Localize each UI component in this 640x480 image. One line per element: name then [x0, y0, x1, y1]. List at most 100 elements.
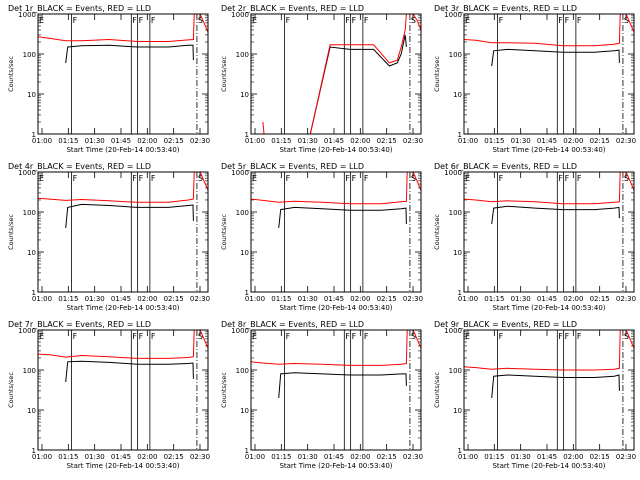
marker-label: F — [151, 174, 156, 183]
lld-series-line — [38, 330, 208, 359]
events-series-line — [309, 34, 407, 134]
y-tick-label: 10 — [240, 249, 249, 257]
x-tick-label: 02:15 — [377, 137, 397, 145]
lld-series-line — [38, 14, 208, 42]
y-tick-label: 100 — [449, 51, 462, 59]
events-series-line — [278, 206, 407, 228]
marker-label: S — [624, 174, 629, 183]
y-tick-label: 1 — [458, 289, 462, 297]
y-tick-label: 100 — [236, 51, 249, 59]
x-tick-label: 02:15 — [590, 295, 610, 303]
detector-panel-9: Det 9r_BLACK = Events, RED = LLD Counts/s… — [433, 320, 636, 470]
x-tick-label: 02:00 — [350, 295, 370, 303]
marker-label: S — [624, 16, 629, 25]
marker-label: F — [286, 174, 291, 183]
x-axis-label: Start Time (20-Feb-14 00:53:40) — [492, 462, 605, 470]
y-tick-label: 1 — [32, 289, 36, 297]
x-tick-label: 01:00 — [32, 453, 52, 461]
y-tick-label: 100 — [23, 209, 36, 217]
x-tick-label: 01:45 — [537, 295, 557, 303]
marker-label: F — [565, 332, 570, 341]
x-tick-label: 01:00 — [458, 453, 478, 461]
detector-panel-3: Det 3r_BLACK = Events, RED = LLD Counts/s… — [433, 4, 636, 154]
marker-label: E — [252, 174, 257, 183]
x-tick-label: 02:15 — [164, 295, 184, 303]
x-tick-label: 01:45 — [324, 137, 344, 145]
panel-title: Det 9r_BLACK = Events, RED = LLD — [434, 320, 577, 329]
x-tick-label: 02:30 — [616, 453, 636, 461]
marker-label: F — [364, 332, 369, 341]
y-tick-label: 1 — [245, 447, 249, 455]
plot-frame — [250, 171, 422, 293]
marker-label: F — [558, 332, 563, 341]
marker-label: E — [465, 16, 470, 25]
marker-label: F — [565, 174, 570, 183]
x-axis-label: Start Time (20-Feb-14 00:53:40) — [279, 304, 392, 312]
marker-label: F — [132, 174, 137, 183]
marker-label: F — [565, 16, 570, 25]
panel-title: Det 2r_BLACK = Events, RED = LLD — [221, 4, 364, 13]
detector-panel-2: Det 2r_BLACK = Events, RED = LLD Counts/s… — [220, 4, 423, 154]
y-axis-label: Counts/sec — [220, 56, 228, 92]
x-tick-label: 02:00 — [563, 453, 583, 461]
y-axis-label: Counts/sec — [220, 372, 228, 408]
marker-label: F — [364, 16, 369, 25]
x-tick-label: 02:30 — [403, 453, 423, 461]
y-tick-label: 10 — [240, 407, 249, 415]
panel-title: Det 1r_BLACK = Events, RED = LLD — [8, 4, 151, 13]
marker-label: F — [499, 16, 504, 25]
marker-label: F — [286, 332, 291, 341]
marker-label: E — [465, 332, 470, 341]
lld-series-line — [251, 172, 421, 205]
y-tick-label: 1 — [32, 447, 36, 455]
marker-label: F — [132, 332, 137, 341]
marker-label: S — [198, 332, 203, 341]
x-tick-label: 01:00 — [245, 137, 265, 145]
x-axis-label: Start Time (20-Feb-14 00:53:40) — [66, 462, 179, 470]
x-tick-label: 02:15 — [377, 453, 397, 461]
plot-frame — [463, 171, 635, 293]
events-series-line — [491, 374, 620, 399]
plot-frame — [37, 13, 209, 135]
x-tick-label: 01:30 — [85, 137, 105, 145]
y-axis-label: Counts/sec — [7, 372, 15, 408]
x-tick-label: 02:15 — [164, 453, 184, 461]
marker-label: E — [252, 332, 257, 341]
marker-label: F — [352, 332, 357, 341]
y-tick-label: 10 — [453, 249, 462, 257]
marker-label: F — [499, 174, 504, 183]
x-tick-label: 01:00 — [32, 137, 52, 145]
marker-label: F — [286, 16, 291, 25]
detector-panel-5: Det 5r_BLACK = Events, RED = LLD Counts/s… — [220, 162, 423, 312]
x-tick-label: 01:15 — [58, 295, 78, 303]
y-tick-label: 1000 — [18, 11, 36, 19]
marker-label: E — [252, 16, 257, 25]
y-tick-label: 1000 — [18, 327, 36, 335]
x-tick-label: 02:30 — [190, 295, 210, 303]
x-tick-label: 01:00 — [458, 295, 478, 303]
events-series-line — [65, 203, 194, 228]
x-tick-label: 02:00 — [137, 137, 157, 145]
lld-series-line — [38, 172, 208, 203]
marker-label: F — [499, 332, 504, 341]
plot-frame — [250, 13, 422, 135]
x-tick-label: 01:00 — [32, 295, 52, 303]
x-tick-label: 01:15 — [58, 453, 78, 461]
x-tick-label: 02:00 — [137, 453, 157, 461]
marker-label: E — [39, 332, 44, 341]
marker-label: S — [624, 332, 629, 341]
y-tick-label: 10 — [453, 91, 462, 99]
lld-series-line — [464, 172, 634, 205]
x-tick-label: 01:45 — [324, 453, 344, 461]
y-tick-label: 1 — [458, 131, 462, 139]
events-series-line — [278, 372, 407, 399]
marker-label: F — [558, 174, 563, 183]
lld-series-line — [464, 14, 634, 47]
x-tick-label: 01:30 — [85, 295, 105, 303]
y-tick-label: 1 — [32, 131, 36, 139]
x-tick-label: 02:30 — [403, 137, 423, 145]
panel-title: Det 5r_BLACK = Events, RED = LLD — [221, 162, 364, 171]
events-series-line — [491, 205, 620, 225]
y-tick-label: 100 — [449, 367, 462, 375]
plot-frame — [250, 329, 422, 451]
